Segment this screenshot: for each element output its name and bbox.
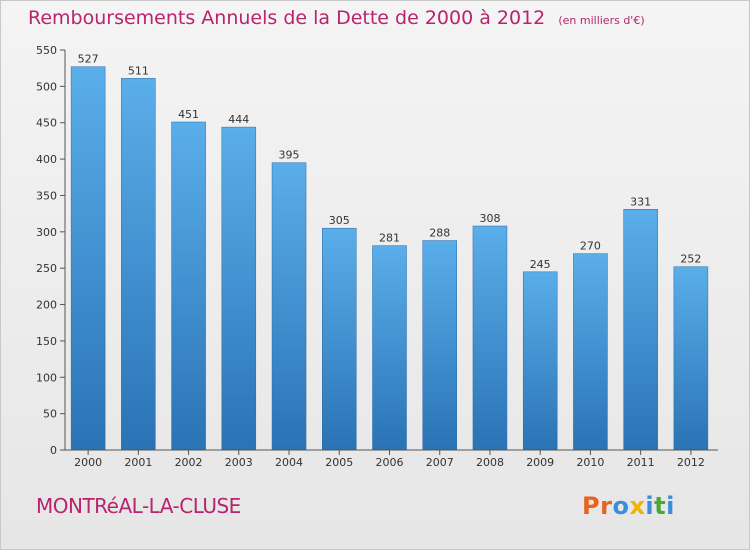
city-name: MONTRéAL-LA-CLUSE xyxy=(36,494,241,518)
bar-2010 xyxy=(573,253,608,451)
x-tick-label-2001: 2001 xyxy=(124,456,152,469)
x-tick-label-2002: 2002 xyxy=(175,456,203,469)
bar-2006 xyxy=(372,245,407,451)
x-tick-label-2005: 2005 xyxy=(325,456,353,469)
x-axis: 2000 2001 2002 2003 2004 2005 2006 2007 2008 2009… xyxy=(65,449,718,469)
bar-2000 xyxy=(70,66,106,451)
data-label-2011: 331 xyxy=(630,195,651,208)
y-tick-label: 250 xyxy=(36,262,57,275)
y-tick-label: 50 xyxy=(43,408,57,421)
data-label-2010: 270 xyxy=(580,240,601,253)
brand-letter: i xyxy=(666,492,675,520)
x-tick-label-2004: 2004 xyxy=(275,456,303,469)
data-label-2004: 395 xyxy=(279,149,300,162)
data-label-2006: 281 xyxy=(379,232,400,245)
chart-title: Remboursements Annuels de la Dette de 20… xyxy=(28,7,645,29)
brand-letter: r xyxy=(600,492,613,520)
brand-letter: t xyxy=(654,492,667,520)
bar-2012 xyxy=(673,266,709,451)
proxiti-logo[interactable]: Proxiti xyxy=(582,492,675,520)
bar-2011 xyxy=(623,209,658,451)
y-tick-label: 400 xyxy=(36,153,57,166)
data-label-2003: 444 xyxy=(228,113,249,126)
x-tick-label-2000: 2000 xyxy=(74,456,102,469)
bar-2009 xyxy=(522,271,558,451)
data-label-2007: 288 xyxy=(429,227,450,240)
brand-letter: P xyxy=(582,492,601,520)
data-label-2002: 451 xyxy=(178,108,199,121)
brand-letter: x xyxy=(629,492,646,520)
data-label-2000: 527 xyxy=(78,53,99,66)
x-tick-label-2008: 2008 xyxy=(476,456,504,469)
chart-title-unit: (en milliers d'€) xyxy=(558,14,645,27)
x-tick-label-2003: 2003 xyxy=(225,456,253,469)
data-label-2001: 511 xyxy=(128,64,149,77)
data-label-2005: 305 xyxy=(329,214,350,227)
bar-2005 xyxy=(322,227,357,451)
bar-2008 xyxy=(472,225,508,451)
x-tick-label-2007: 2007 xyxy=(426,456,454,469)
data-label-2012: 252 xyxy=(680,253,701,266)
x-tick-label-2009: 2009 xyxy=(526,456,554,469)
x-tick-label-2011: 2011 xyxy=(627,456,655,469)
bar-2004 xyxy=(271,162,307,451)
chart-title-main: Remboursements Annuels de la Dette de 20… xyxy=(28,7,546,29)
bar-2002 xyxy=(171,121,206,451)
bars: 527 511 451 444 395 305 281 288 308 245 270 331 252 xyxy=(70,53,709,451)
y-tick-label: 150 xyxy=(36,335,57,348)
y-tick-label: 550 xyxy=(36,44,57,57)
x-tick-label-2010: 2010 xyxy=(576,456,604,469)
y-tick-label: 500 xyxy=(36,80,57,93)
y-tick-label: 450 xyxy=(36,117,57,130)
brand-letter: i xyxy=(645,492,655,520)
bar-2007 xyxy=(422,240,457,451)
bar-2003 xyxy=(221,126,257,451)
brand-letter: o xyxy=(612,492,630,520)
bar-2001 xyxy=(121,78,156,451)
y-tick-label: 350 xyxy=(36,189,57,202)
y-tick-label: 300 xyxy=(36,226,57,239)
y-tick-label: 0 xyxy=(50,444,57,457)
y-tick-label: 100 xyxy=(36,371,57,384)
x-tick-label-2012: 2012 xyxy=(677,456,705,469)
y-axis: 0 50 100 150 200 250 300 350 400 450 500 550 xyxy=(36,44,66,457)
x-tick-label-2006: 2006 xyxy=(376,456,404,469)
data-label-2009: 245 xyxy=(530,258,551,271)
data-label-2008: 308 xyxy=(479,212,500,225)
y-tick-label: 200 xyxy=(36,299,57,312)
